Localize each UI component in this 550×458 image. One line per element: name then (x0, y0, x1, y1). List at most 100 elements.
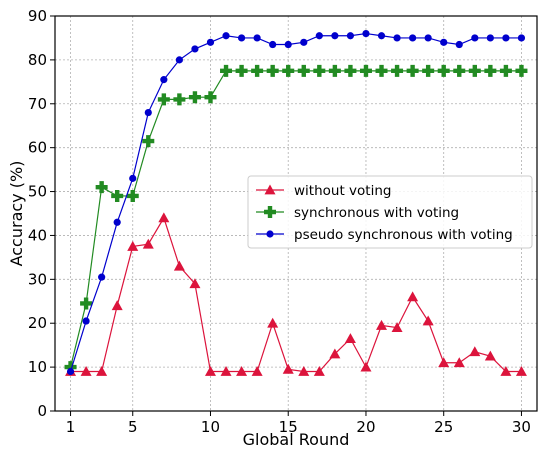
data-point (344, 64, 357, 77)
data-point (113, 218, 121, 226)
data-point (393, 34, 401, 42)
data-point (391, 64, 404, 77)
data-point (157, 93, 170, 106)
data-point (251, 64, 264, 77)
data-point (80, 297, 93, 310)
data-point (144, 108, 152, 117)
data-point (298, 366, 310, 376)
data-point (329, 348, 341, 359)
data-point (484, 64, 497, 77)
data-point (438, 357, 450, 368)
data-point (375, 64, 388, 77)
legend-marker (264, 206, 276, 218)
data-point (468, 64, 481, 77)
data-point (500, 366, 512, 376)
y-tick-label: 30 (28, 270, 47, 288)
data-point (267, 317, 279, 328)
data-point (409, 34, 417, 42)
data-point (297, 64, 310, 77)
data-point (515, 64, 528, 77)
data-point (328, 64, 341, 77)
data-point (220, 64, 233, 77)
data-point (253, 34, 261, 42)
data-point (346, 32, 355, 40)
y-tick-label: 20 (28, 314, 47, 332)
data-point (453, 64, 466, 77)
y-tick-label: 50 (28, 183, 47, 201)
data-point (453, 357, 465, 368)
data-point (142, 238, 154, 249)
data-point (189, 278, 201, 289)
data-point (484, 350, 496, 361)
y-tick-label: 60 (28, 139, 47, 157)
x-tick-label: 5 (128, 418, 138, 436)
data-point (499, 64, 512, 77)
series-1 (64, 64, 528, 374)
x-tick-label: 25 (434, 418, 453, 436)
data-point (235, 64, 248, 77)
x-axis-label: Global Round (243, 430, 350, 449)
data-point (236, 366, 248, 376)
data-point (111, 300, 123, 311)
series-2 (66, 29, 526, 376)
data-point (251, 366, 263, 376)
data-point (237, 34, 246, 42)
data-point (158, 212, 170, 223)
x-tick-label: 20 (356, 418, 375, 436)
legend-label: synchronous with voting (294, 205, 459, 221)
legend-marker (264, 184, 276, 195)
data-point (376, 319, 388, 330)
data-point (486, 34, 494, 42)
data-point (313, 64, 326, 77)
data-point (515, 366, 527, 376)
y-tick-label: 40 (28, 226, 47, 244)
y-tick-label: 10 (28, 358, 47, 376)
legend-box (247, 175, 533, 249)
data-point (204, 91, 217, 104)
data-point (455, 40, 463, 49)
data-point (173, 260, 185, 271)
x-tick-label: 10 (201, 418, 220, 436)
data-point (360, 361, 372, 372)
data-point (469, 346, 481, 357)
y-axis-label: Accuracy (%) (7, 161, 26, 267)
data-point (98, 273, 106, 281)
data-point (424, 34, 432, 42)
data-point (175, 56, 183, 64)
data-point (331, 32, 339, 40)
legend: without voting synchronous with voting pse… (247, 175, 533, 249)
plot-frame (54, 15, 538, 412)
data-point (471, 34, 479, 42)
data-point (142, 135, 155, 148)
data-point (111, 189, 124, 202)
x-tick-label: 15 (279, 418, 298, 436)
data-point (96, 366, 108, 376)
data-point (266, 64, 279, 77)
data-point (129, 174, 137, 182)
legend-label: without voting (294, 183, 391, 199)
data-point (422, 315, 434, 326)
data-point (282, 363, 294, 374)
y-tick-label: 90 (28, 7, 47, 25)
y-tick-label: 0 (37, 402, 47, 420)
data-point (222, 32, 230, 40)
data-point (377, 32, 386, 40)
legend-item: without voting (256, 183, 391, 199)
data-point (191, 45, 199, 53)
data-point (391, 322, 403, 333)
data-point (300, 38, 308, 46)
data-point (406, 64, 419, 77)
data-point (204, 366, 216, 376)
data-point (80, 366, 92, 376)
data-point (188, 91, 201, 104)
data-point (64, 361, 77, 374)
data-point (206, 38, 215, 46)
data-point (313, 366, 325, 376)
data-point (127, 240, 139, 251)
data-point (422, 64, 435, 77)
x-tick-label: 1 (66, 418, 76, 436)
y-tick-label: 80 (28, 51, 47, 69)
legend-marker (266, 230, 274, 238)
